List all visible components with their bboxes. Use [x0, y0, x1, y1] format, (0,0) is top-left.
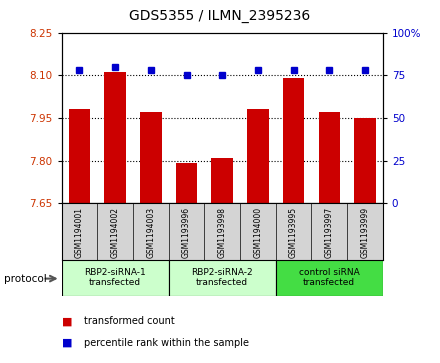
Text: ■: ■ — [62, 338, 72, 348]
Text: ■: ■ — [62, 316, 72, 326]
Bar — [140, 112, 161, 203]
Text: RBP2-siRNA-1
transfected: RBP2-siRNA-1 transfected — [84, 268, 146, 287]
Text: transformed count: transformed count — [84, 316, 174, 326]
Text: protocol: protocol — [4, 274, 47, 284]
Text: percentile rank within the sample: percentile rank within the sample — [84, 338, 249, 348]
Text: GSM1194000: GSM1194000 — [253, 207, 262, 258]
Text: GSM1193999: GSM1193999 — [360, 207, 370, 258]
Text: control siRNA
transfected: control siRNA transfected — [299, 268, 359, 287]
Bar — [212, 158, 233, 203]
Text: GSM1194003: GSM1194003 — [147, 207, 155, 258]
Text: RBP2-siRNA-2
transfected: RBP2-siRNA-2 transfected — [191, 268, 253, 287]
Bar — [62, 260, 169, 296]
Text: GDS5355 / ILMN_2395236: GDS5355 / ILMN_2395236 — [129, 9, 311, 23]
Text: GSM1194001: GSM1194001 — [75, 207, 84, 258]
Text: GSM1194002: GSM1194002 — [110, 207, 120, 258]
Bar — [354, 118, 376, 203]
Text: GSM1193996: GSM1193996 — [182, 207, 191, 258]
Bar — [69, 109, 90, 203]
Bar — [247, 109, 268, 203]
Text: GSM1193997: GSM1193997 — [325, 207, 334, 258]
Bar — [319, 112, 340, 203]
Bar — [283, 78, 304, 203]
Text: GSM1193995: GSM1193995 — [289, 207, 298, 258]
Bar — [176, 163, 197, 203]
Bar — [104, 73, 126, 203]
Text: GSM1193998: GSM1193998 — [218, 207, 227, 258]
Bar — [169, 260, 276, 296]
Bar — [276, 260, 383, 296]
